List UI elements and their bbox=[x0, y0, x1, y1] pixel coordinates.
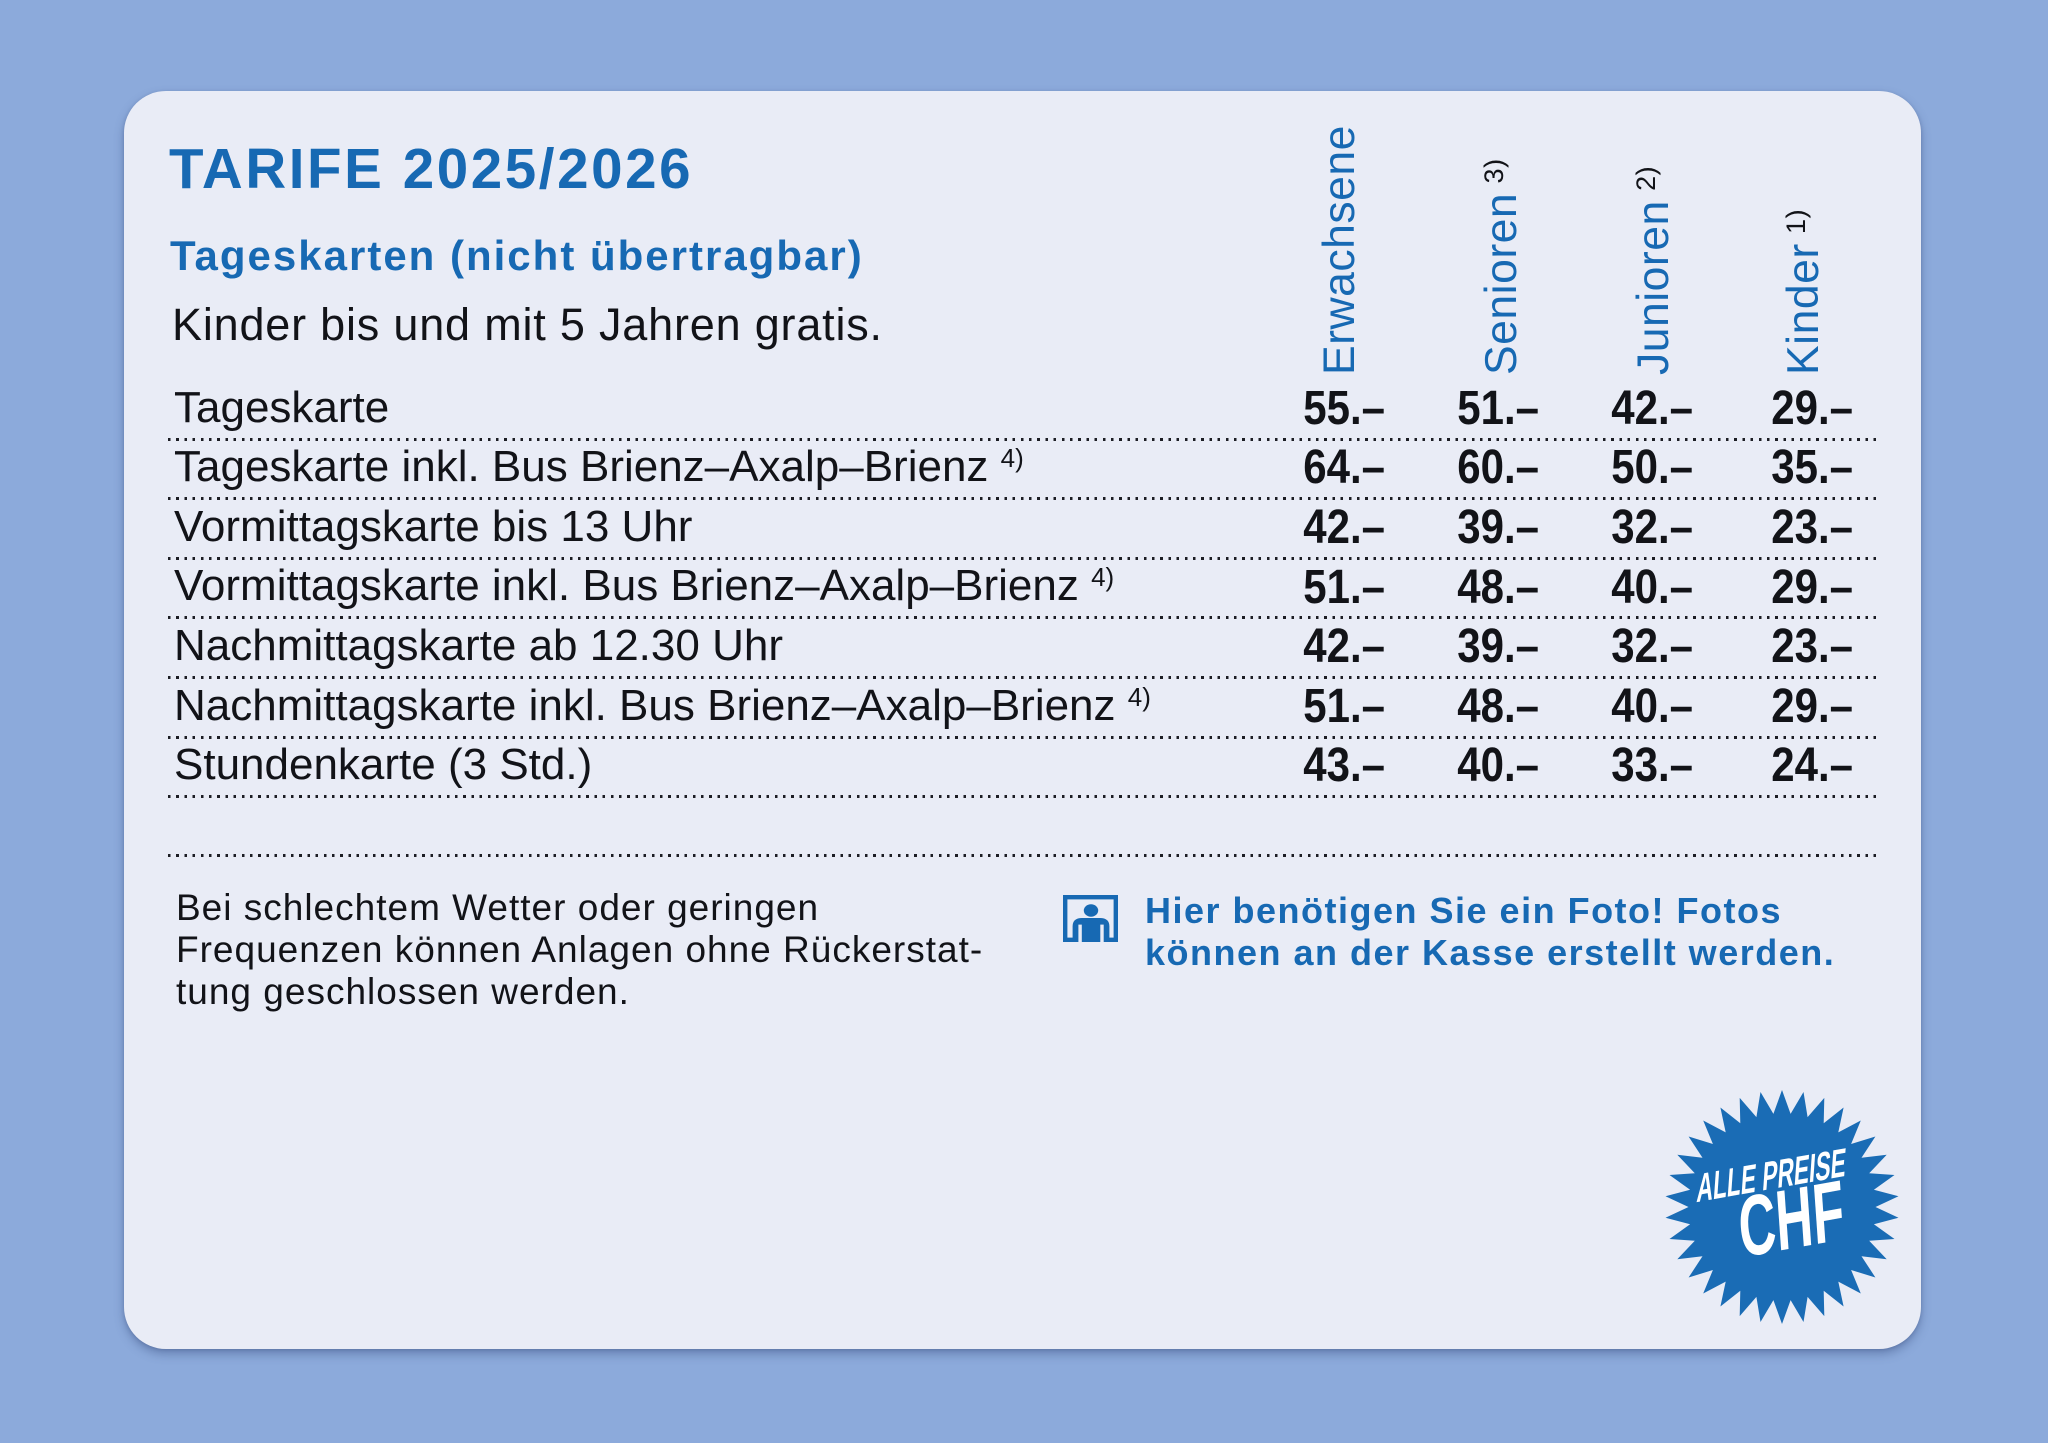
svg-text:CHF: CHF bbox=[1735, 1162, 1847, 1276]
